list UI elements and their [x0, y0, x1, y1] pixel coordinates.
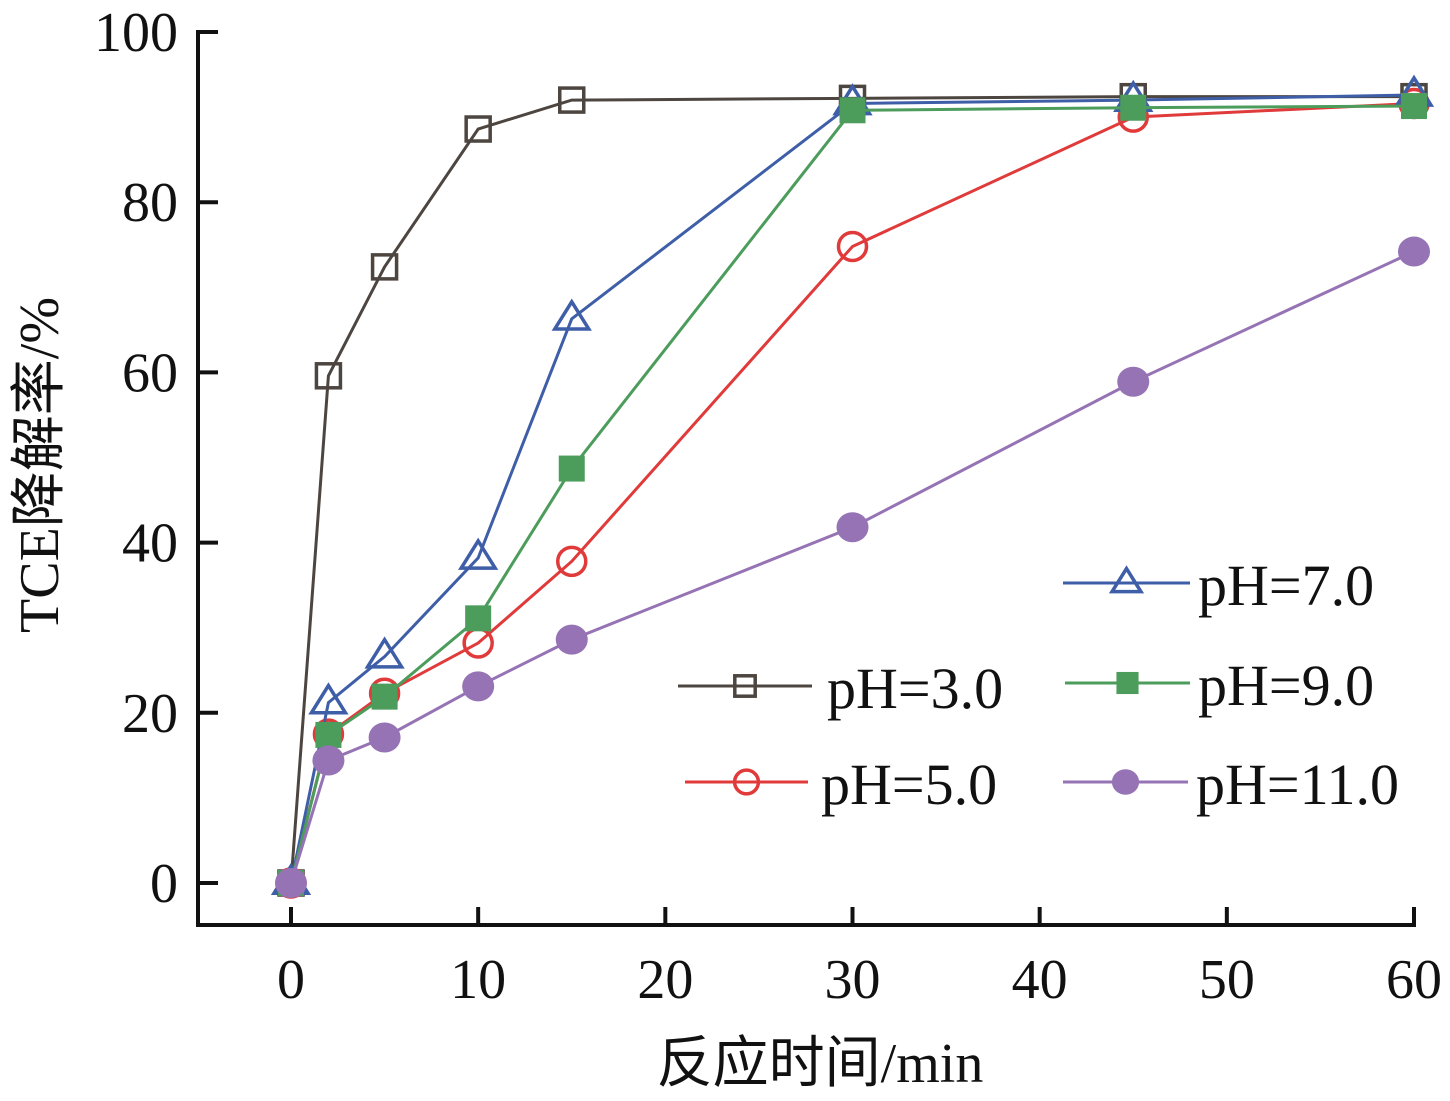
data-point-ph-9-0	[558, 455, 585, 482]
legend-marker	[1111, 769, 1140, 795]
data-point-ph-9-0	[1120, 94, 1147, 121]
data-point-ph-3-0	[464, 115, 492, 143]
y-tick-label: 0	[150, 853, 178, 915]
data-point-ph-7-0	[364, 636, 405, 669]
y-tick-label: 40	[122, 513, 178, 575]
x-tick-label: 30	[825, 949, 881, 1011]
x-tick-label: 10	[450, 949, 506, 1011]
data-point-ph-9-0	[371, 683, 398, 710]
x-tick-label: 0	[277, 949, 305, 1011]
x-tick-label: 20	[637, 949, 693, 1011]
series-ph-11-0	[275, 236, 1430, 898]
data-point-ph-9-0	[1401, 93, 1427, 120]
x-axis-title: 反应时间/min	[657, 1033, 984, 1095]
legend: pH=7.0 pH=3.0 pH=9.0 pH=5.0 pH=11.0	[678, 553, 1399, 817]
legend-marker	[732, 768, 761, 796]
x-tick-label: 40	[1012, 949, 1068, 1011]
series-layer	[270, 74, 1435, 899]
data-point-ph-11-0	[555, 624, 588, 655]
legend-marker	[1108, 565, 1145, 594]
data-point-ph-11-0	[312, 745, 345, 776]
legend-marker	[1116, 671, 1139, 695]
series-line-ph-3-0	[289, 95, 1414, 884]
data-point-ph-9-0	[315, 721, 342, 748]
legend-item-ph-5-0: pH=5.0	[685, 752, 997, 817]
data-point-ph-3-0	[370, 253, 399, 281]
axes: 0 20 40 60 80 100 0 10 20 30 40 50 60	[94, 2, 1442, 1011]
y-tick-label: 80	[122, 172, 178, 234]
data-point-ph-3-0	[314, 362, 343, 390]
data-point-ph-7-0	[551, 298, 592, 331]
y-tick-label: 20	[122, 683, 178, 745]
legend-item-ph-11-0: pH=11.0	[1063, 752, 1399, 817]
legend-label: pH=11.0	[1196, 752, 1399, 817]
data-point-ph-11-0	[462, 671, 495, 702]
data-point-ph-7-0	[308, 682, 349, 715]
legend-label: pH=9.0	[1198, 653, 1374, 718]
data-point-ph-9-0	[839, 97, 866, 124]
data-point-ph-9-0	[465, 605, 492, 632]
legend-item-ph-3-0: pH=3.0	[678, 656, 1003, 721]
series-line-ph-7-0	[289, 93, 1415, 884]
data-point-ph-7-0	[458, 537, 499, 570]
legend-label: pH=3.0	[827, 656, 1003, 721]
y-axis-title: TCE降解率/%	[9, 297, 71, 633]
y-tick-label: 100	[94, 2, 178, 64]
legend-label: pH=5.0	[821, 752, 997, 817]
data-point-ph-3-0	[558, 86, 586, 114]
data-point-ph-11-0	[368, 722, 401, 753]
data-point-ph-11-0	[1117, 366, 1150, 397]
data-point-ph-11-0	[836, 512, 869, 543]
data-point-ph-11-0	[275, 868, 307, 898]
legend-item-ph-9-0: pH=9.0	[1065, 653, 1374, 718]
legend-marker	[733, 674, 757, 698]
x-tick-label: 50	[1199, 949, 1255, 1011]
data-point-ph-5-0	[836, 230, 869, 263]
y-tick-label: 60	[122, 342, 178, 404]
legend-label: pH=7.0	[1198, 553, 1374, 618]
legend-item-ph-7-0: pH=7.0	[1063, 553, 1374, 618]
data-point-ph-5-0	[556, 545, 588, 578]
x-tick-label: 60	[1386, 949, 1442, 1011]
data-point-ph-11-0	[1398, 236, 1430, 267]
